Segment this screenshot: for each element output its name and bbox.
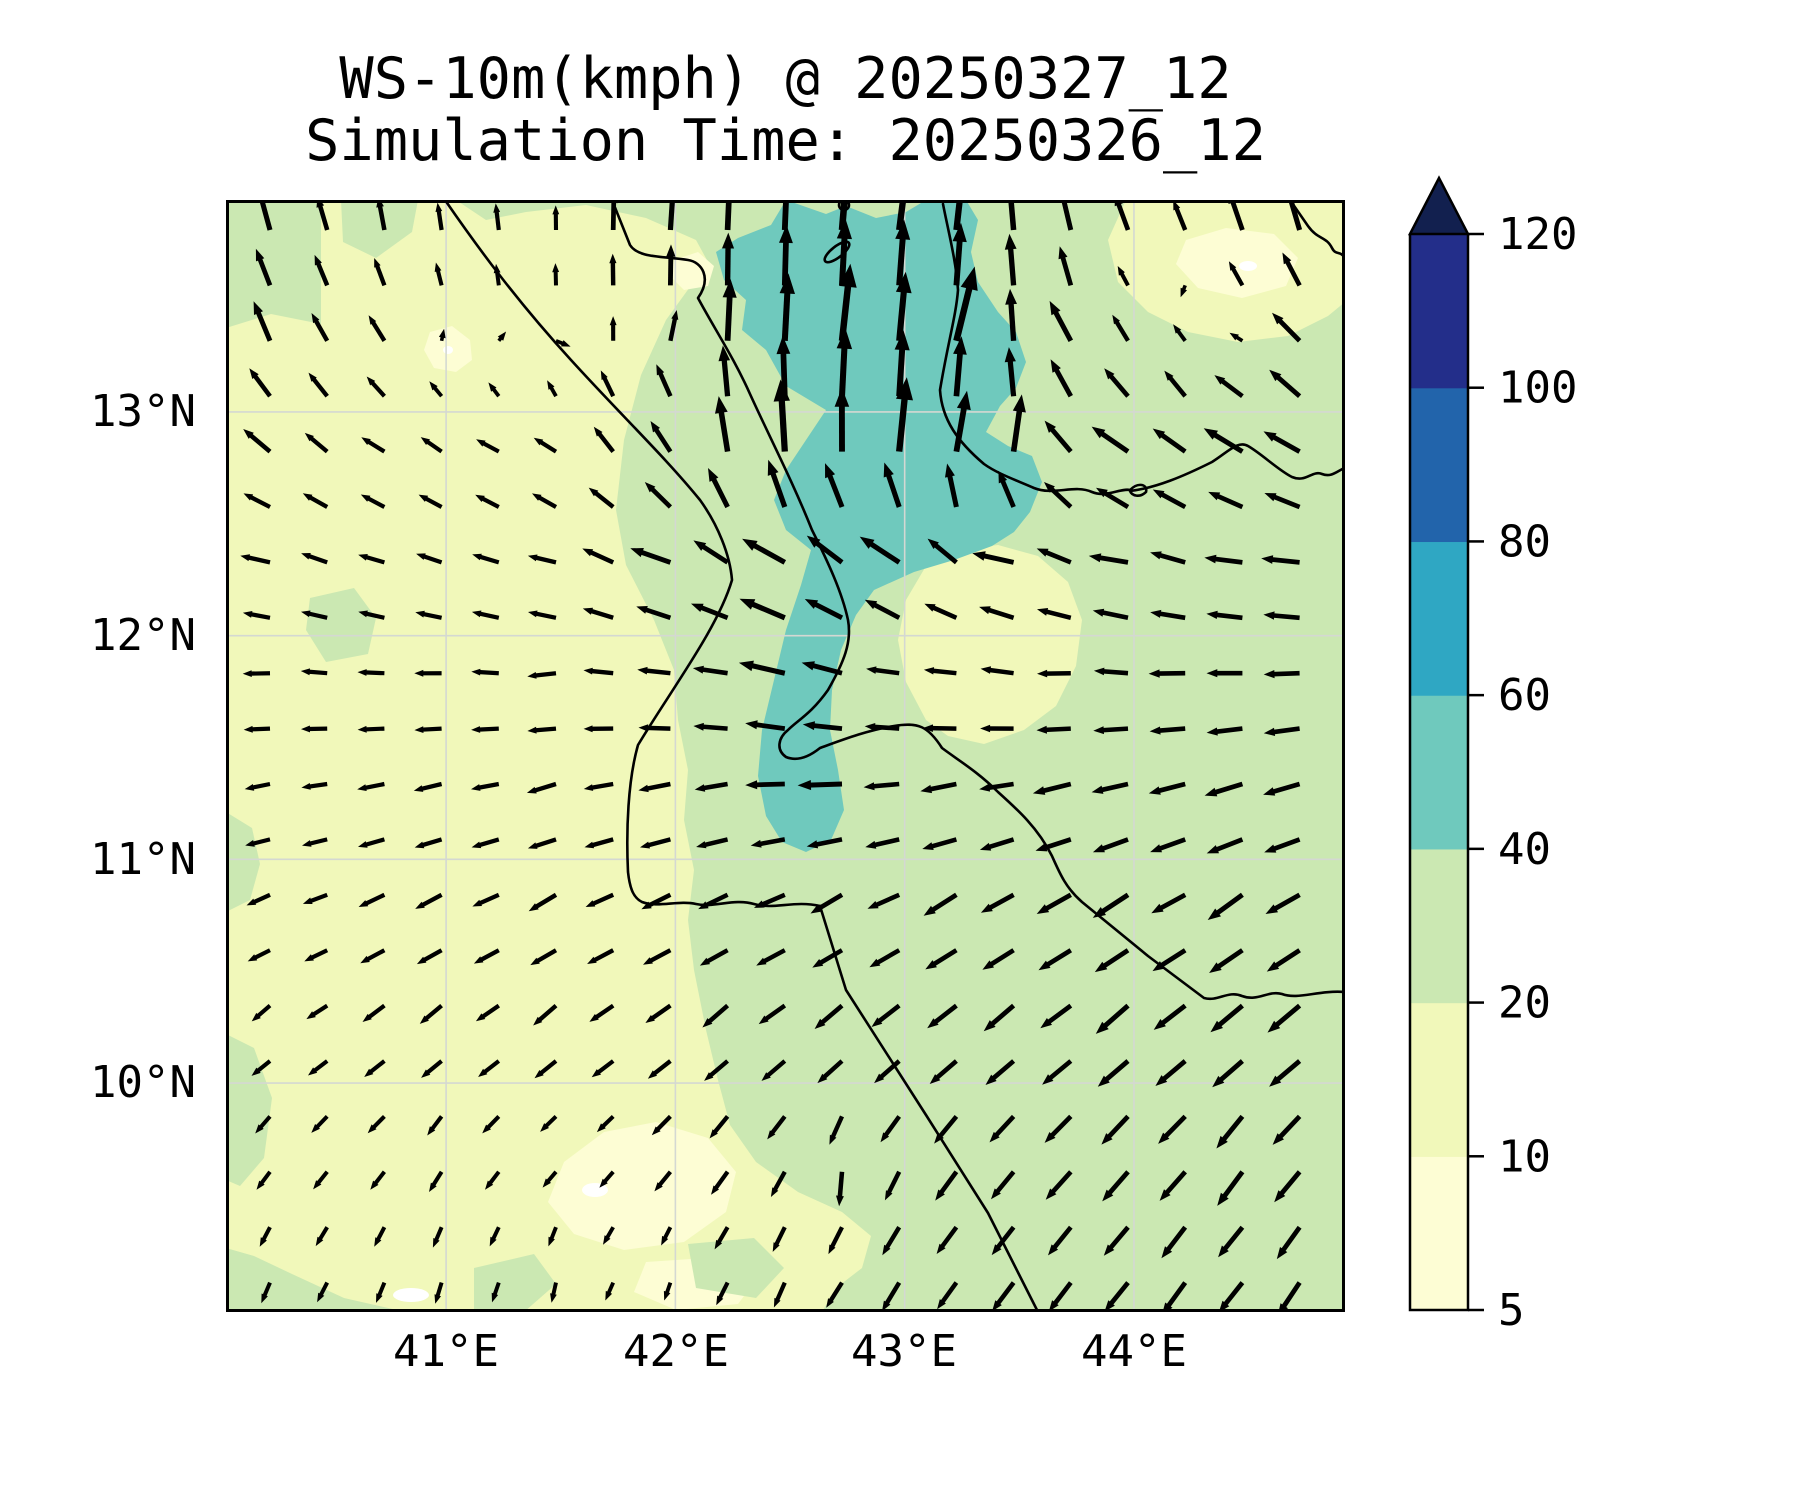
- colorbar-tick-label: 5: [1498, 1285, 1525, 1336]
- y-tick-13n: 13°N: [90, 386, 196, 437]
- colorbar-tick-label: 80: [1498, 516, 1551, 567]
- colorbar-extend-arrow: [1407, 175, 1471, 236]
- figure-title-block: WS-10m(kmph) @ 20250327_12 Simulation Ti…: [226, 48, 1345, 172]
- colorbar-tick-label: 60: [1498, 670, 1551, 721]
- figure-title: WS-10m(kmph) @ 20250327_12: [339, 46, 1232, 112]
- colorbar-svg: 5 10 20 40 60 80 100 120: [1407, 175, 1577, 1336]
- x-tick-44e: 44°E: [1081, 1326, 1187, 1377]
- wind-map-svg: [226, 200, 1345, 1312]
- colorbar-tick-label: 10: [1498, 1131, 1551, 1182]
- colorbar: 5 10 20 40 60 80 100 120: [1398, 168, 1698, 1368]
- coastline-layer: [443, 200, 1345, 1312]
- quiver-layer: [240, 200, 1303, 1312]
- colorbar-ticks: 5 10 20 40 60 80 100 120: [1468, 209, 1577, 1336]
- map-plot-area: [226, 200, 1345, 1312]
- colorbar-tick-label: 40: [1498, 824, 1551, 875]
- map-frame: [226, 200, 1345, 1312]
- y-tick-11n: 11°N: [90, 834, 196, 885]
- y-tick-10n: 10°N: [90, 1057, 196, 1108]
- x-tick-41e: 41°E: [393, 1326, 499, 1377]
- colorbar-tick-label: 120: [1498, 209, 1577, 260]
- x-tick-42e: 42°E: [623, 1326, 729, 1377]
- colorbar-body: [1407, 175, 1471, 1312]
- x-tick-43e: 43°E: [851, 1326, 957, 1377]
- colorbar-tick-label: 100: [1498, 363, 1577, 414]
- y-tick-12n: 12°N: [90, 610, 196, 661]
- figure-subtitle: Simulation Time: 20250326_12: [305, 108, 1266, 174]
- colorbar-tick-label: 20: [1498, 978, 1551, 1029]
